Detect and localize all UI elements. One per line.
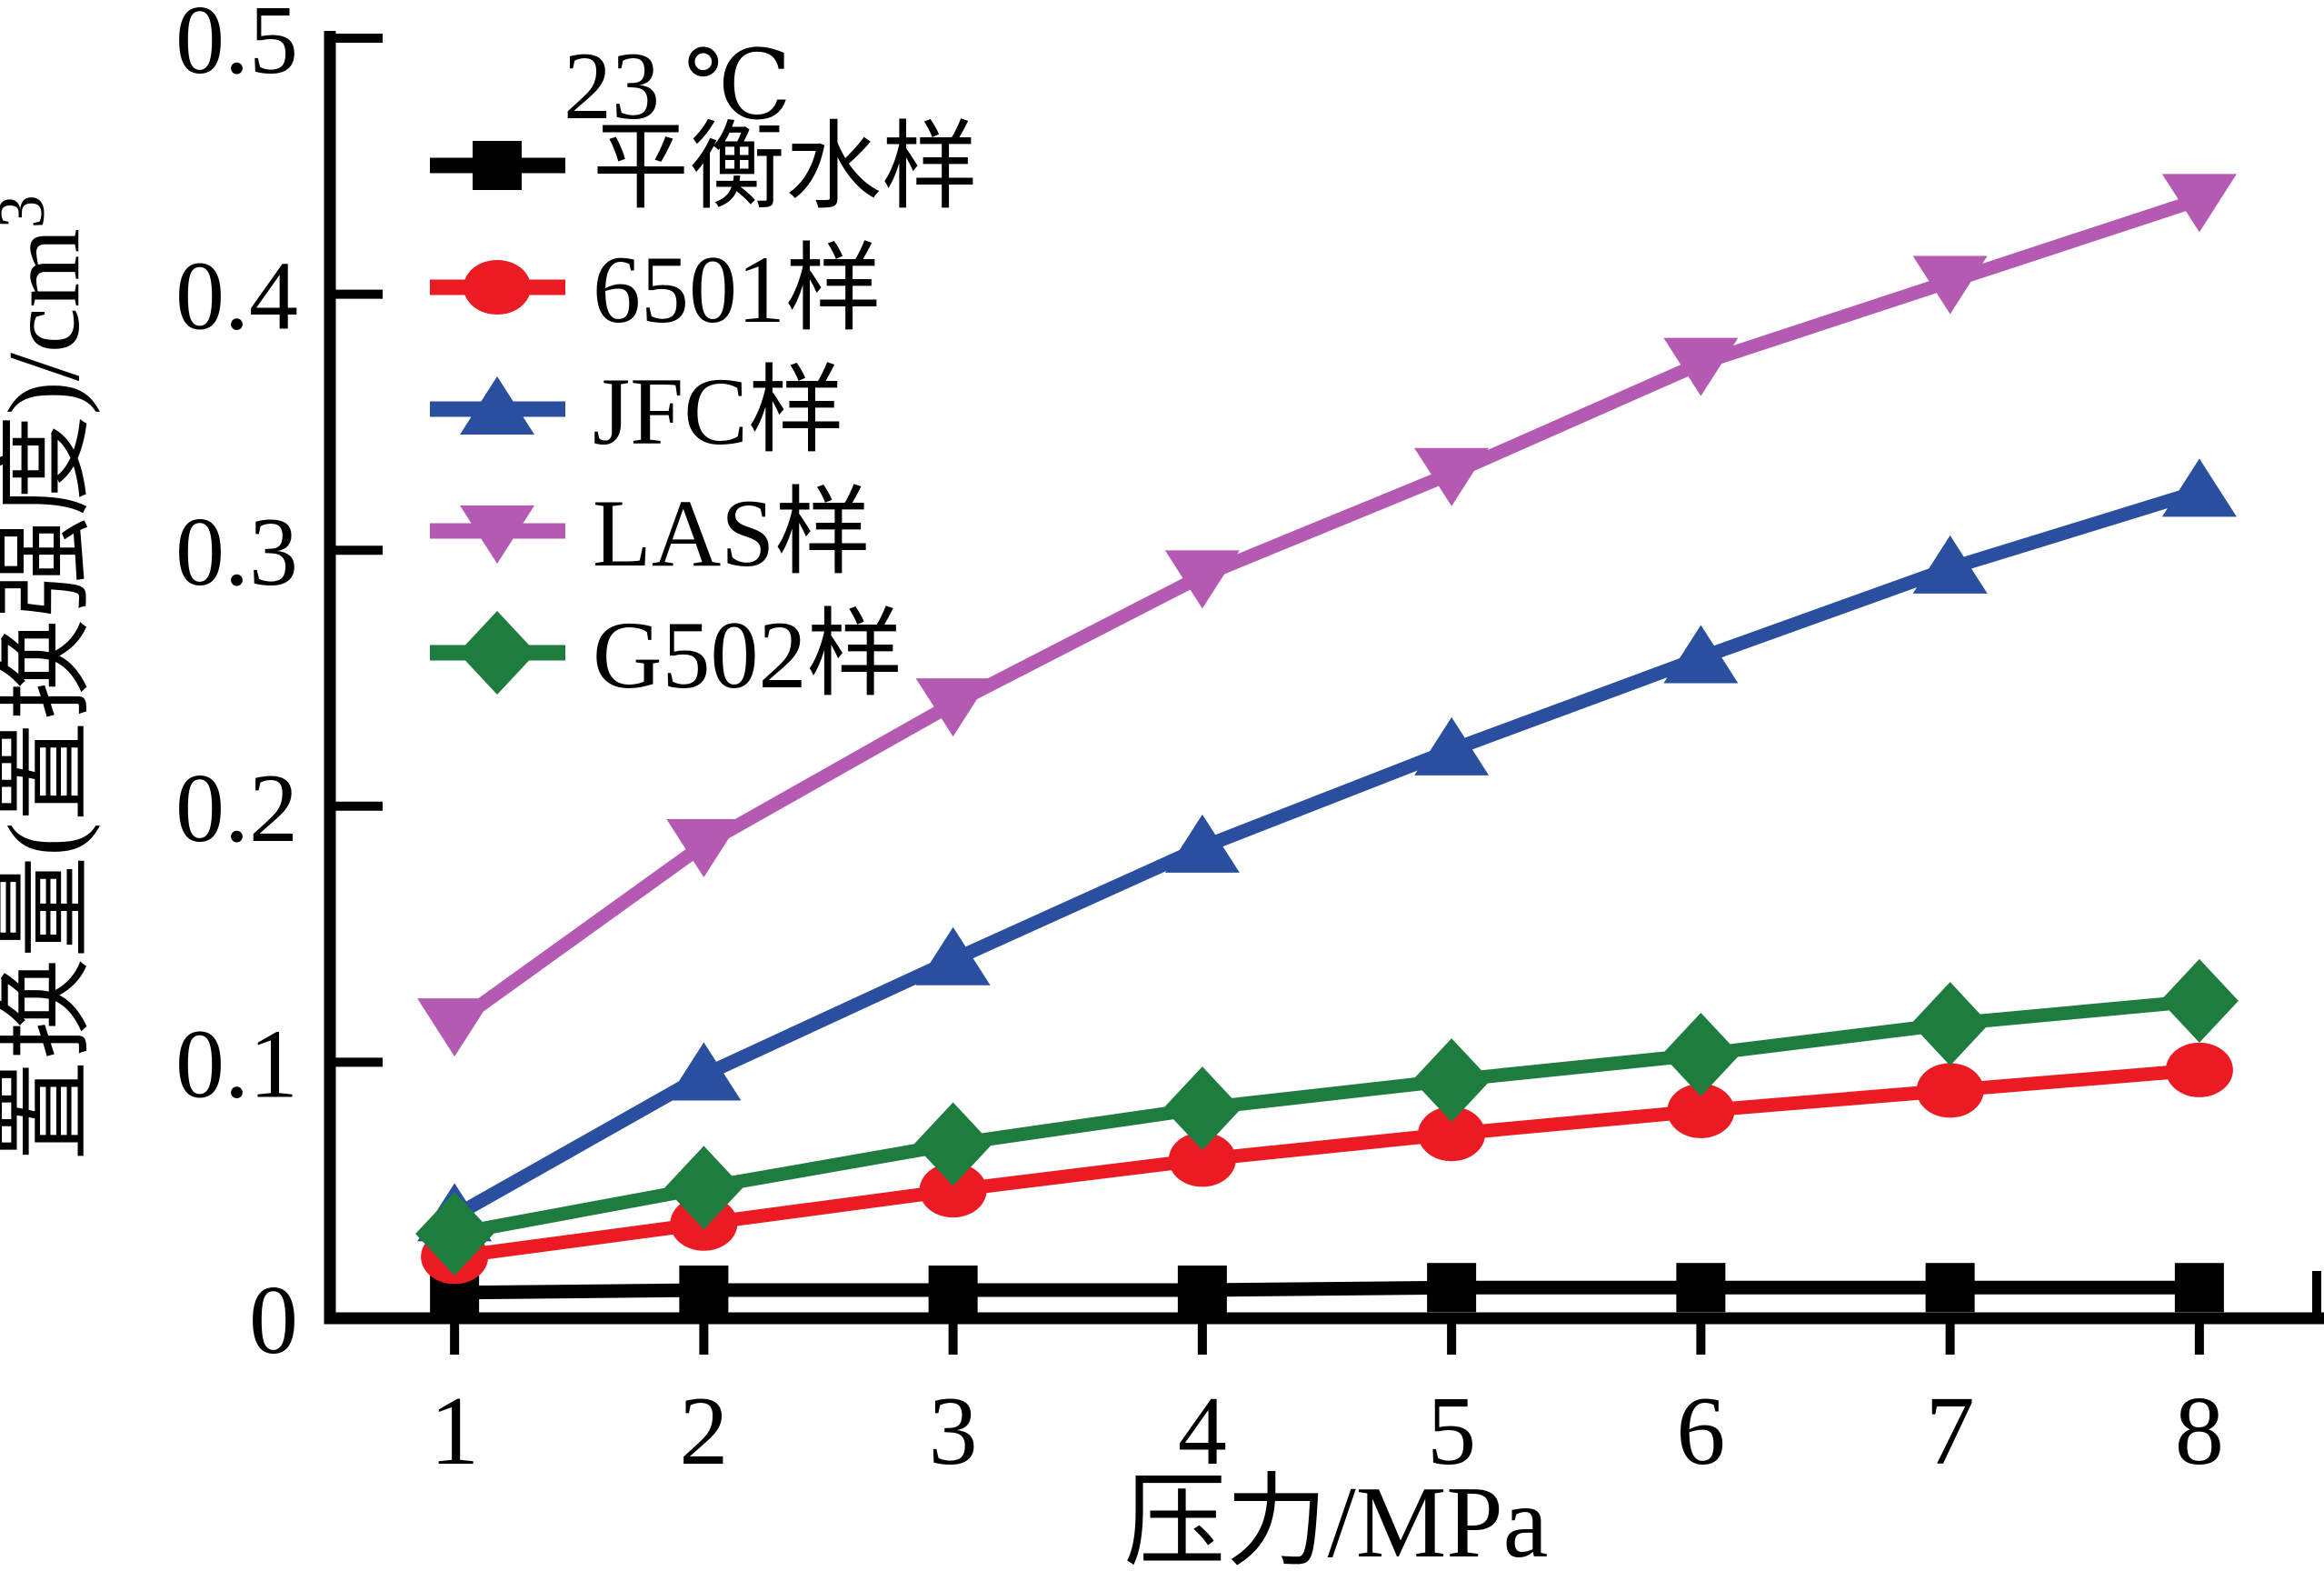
series-group: [415, 174, 2239, 1317]
triangle-up-marker: [460, 376, 534, 435]
diamond-marker: [913, 1102, 992, 1186]
diamond-marker: [2159, 958, 2239, 1043]
legend-item-G502样: G502样: [430, 602, 903, 708]
circle-marker: [919, 1163, 987, 1218]
circle-marker: [1418, 1106, 1486, 1162]
diamond-marker: [1412, 1038, 1491, 1123]
y-tick-label: 0.1: [175, 1010, 298, 1118]
legend-label-G502样: G502样: [593, 602, 903, 708]
circle-marker: [1168, 1132, 1236, 1187]
legend-item-平衡水样: 平衡水样: [430, 115, 978, 221]
series-line-LAS样: [450, 193, 2202, 1030]
square-marker: [1427, 1263, 1477, 1313]
legend-label-JFC样: JFC样: [593, 358, 844, 465]
y-tick-label: 0.2: [175, 755, 298, 863]
circle-marker: [464, 260, 531, 315]
series-line-G502样: [453, 994, 2200, 1241]
triangle-up-marker: [2161, 458, 2237, 517]
series-line-JFC样: [451, 485, 2202, 1222]
legend-title: 23 ℃: [564, 33, 792, 139]
series-平衡水样: [430, 1263, 2224, 1317]
legend-item-JFC样: JFC样: [430, 358, 844, 465]
triangle-up-marker: [1663, 625, 1739, 684]
legend-item-6501样: 6501样: [430, 236, 882, 343]
x-tick-label: 1: [430, 1377, 479, 1486]
diamond-marker: [664, 1146, 743, 1230]
series-JFC样: [417, 458, 2237, 1242]
y-axis-title: 置换量(置换强度)/cm3: [0, 195, 101, 1162]
square-marker: [928, 1266, 978, 1316]
triangle-up-marker: [915, 926, 991, 986]
triangle-up-marker: [1164, 814, 1240, 873]
diamond-marker: [1910, 982, 1990, 1066]
triangle-down-marker: [915, 678, 991, 737]
triangle-up-marker: [666, 1042, 742, 1101]
triangle-down-marker: [1164, 550, 1240, 609]
legend-item-LAS样: LAS样: [430, 480, 871, 586]
triangle-down-marker: [1912, 255, 1988, 315]
triangle-down-marker: [417, 998, 493, 1057]
triangle-up-marker: [1414, 716, 1490, 775]
circle-marker: [1916, 1063, 1984, 1118]
diamond-marker: [1661, 1012, 1741, 1096]
circle-marker: [2165, 1042, 2233, 1097]
square-marker: [473, 141, 522, 190]
legend-label-6501样: 6501样: [593, 236, 882, 343]
triangle-down-marker: [1663, 337, 1739, 396]
x-tick-label: 6: [1676, 1377, 1725, 1486]
y-tick-label: 0.4: [175, 243, 298, 351]
diamond-marker: [1162, 1066, 1242, 1151]
x-tick-label: 3: [929, 1377, 978, 1486]
series-line-6501样: [454, 1063, 2200, 1264]
square-marker: [679, 1266, 729, 1316]
triangle-up-marker: [1912, 535, 1988, 594]
diamond-marker: [415, 1192, 494, 1276]
triangle-down-marker: [1414, 447, 1490, 506]
square-marker: [1925, 1263, 1975, 1313]
diamond-marker: [458, 611, 536, 695]
series-LAS样: [417, 174, 2237, 1057]
x-tick-label: 7: [1926, 1377, 1975, 1486]
y-tick-label: 0: [249, 1266, 298, 1375]
triangle-down-marker: [460, 505, 534, 564]
x-tick-label: 5: [1427, 1377, 1476, 1486]
legend-label-平衡水样: 平衡水样: [593, 115, 978, 221]
square-marker: [1676, 1263, 1726, 1313]
y-tick-label: 0.3: [175, 498, 298, 606]
square-marker: [2174, 1263, 2224, 1313]
x-tick-label: 4: [1178, 1377, 1227, 1486]
series-line-平衡水样: [454, 1280, 2199, 1300]
series-G502样: [415, 958, 2239, 1276]
circle-marker: [1667, 1083, 1735, 1138]
x-axis-title: 压力/MPa: [1124, 1466, 1549, 1579]
x-tick-label: 2: [679, 1377, 728, 1486]
legend-label-LAS样: LAS样: [593, 480, 871, 586]
x-tick-label: 8: [2175, 1377, 2224, 1486]
triangle-down-marker: [666, 819, 742, 878]
y-tick-label: 0.5: [175, 0, 298, 95]
square-marker: [1177, 1266, 1227, 1316]
triangle-down-marker: [2161, 174, 2237, 233]
